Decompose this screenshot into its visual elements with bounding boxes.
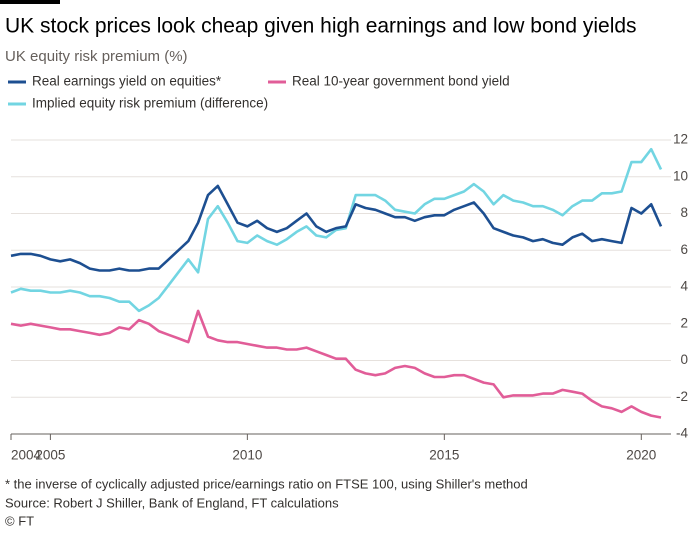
y-tick-label: 6 (680, 242, 688, 257)
y-tick-label: -4 (676, 426, 688, 441)
y-tick-label: 12 (673, 132, 688, 147)
brand-bar (0, 0, 60, 4)
chart-title: UK stock prices look cheap given high ea… (5, 15, 637, 38)
series-line (10, 309, 662, 419)
legend-label: Implied equity risk premium (difference) (32, 96, 268, 111)
x-tick-label: 2020 (626, 448, 656, 463)
y-tick-label: 2 (680, 315, 688, 330)
x-tick-label: 2004 (11, 448, 42, 463)
legend-label: Real 10-year government bond yield (292, 74, 510, 89)
series-line (10, 184, 663, 272)
y-tick-label: 8 (680, 205, 688, 220)
x-tick-label: 2015 (429, 448, 459, 463)
y-tick-label: 10 (673, 168, 688, 183)
y-tick-label: 4 (680, 279, 688, 294)
credit: © FT (5, 513, 34, 528)
source: Source: Robert J Shiller, Bank of Englan… (5, 495, 339, 510)
chart-subtitle: UK equity risk premium (%) (5, 48, 188, 65)
x-tick-label: 2005 (35, 448, 65, 463)
legend: Real earnings yield on equities* Real 10-… (8, 74, 510, 111)
series-line (10, 147, 663, 313)
footnote: * the inverse of cyclically adjusted pri… (5, 476, 528, 491)
legend-label: Real earnings yield on equities* (32, 74, 222, 89)
x-tick-label: 2010 (232, 448, 262, 463)
y-tick-label: -2 (676, 389, 688, 404)
y-tick-label: 0 (680, 352, 688, 367)
